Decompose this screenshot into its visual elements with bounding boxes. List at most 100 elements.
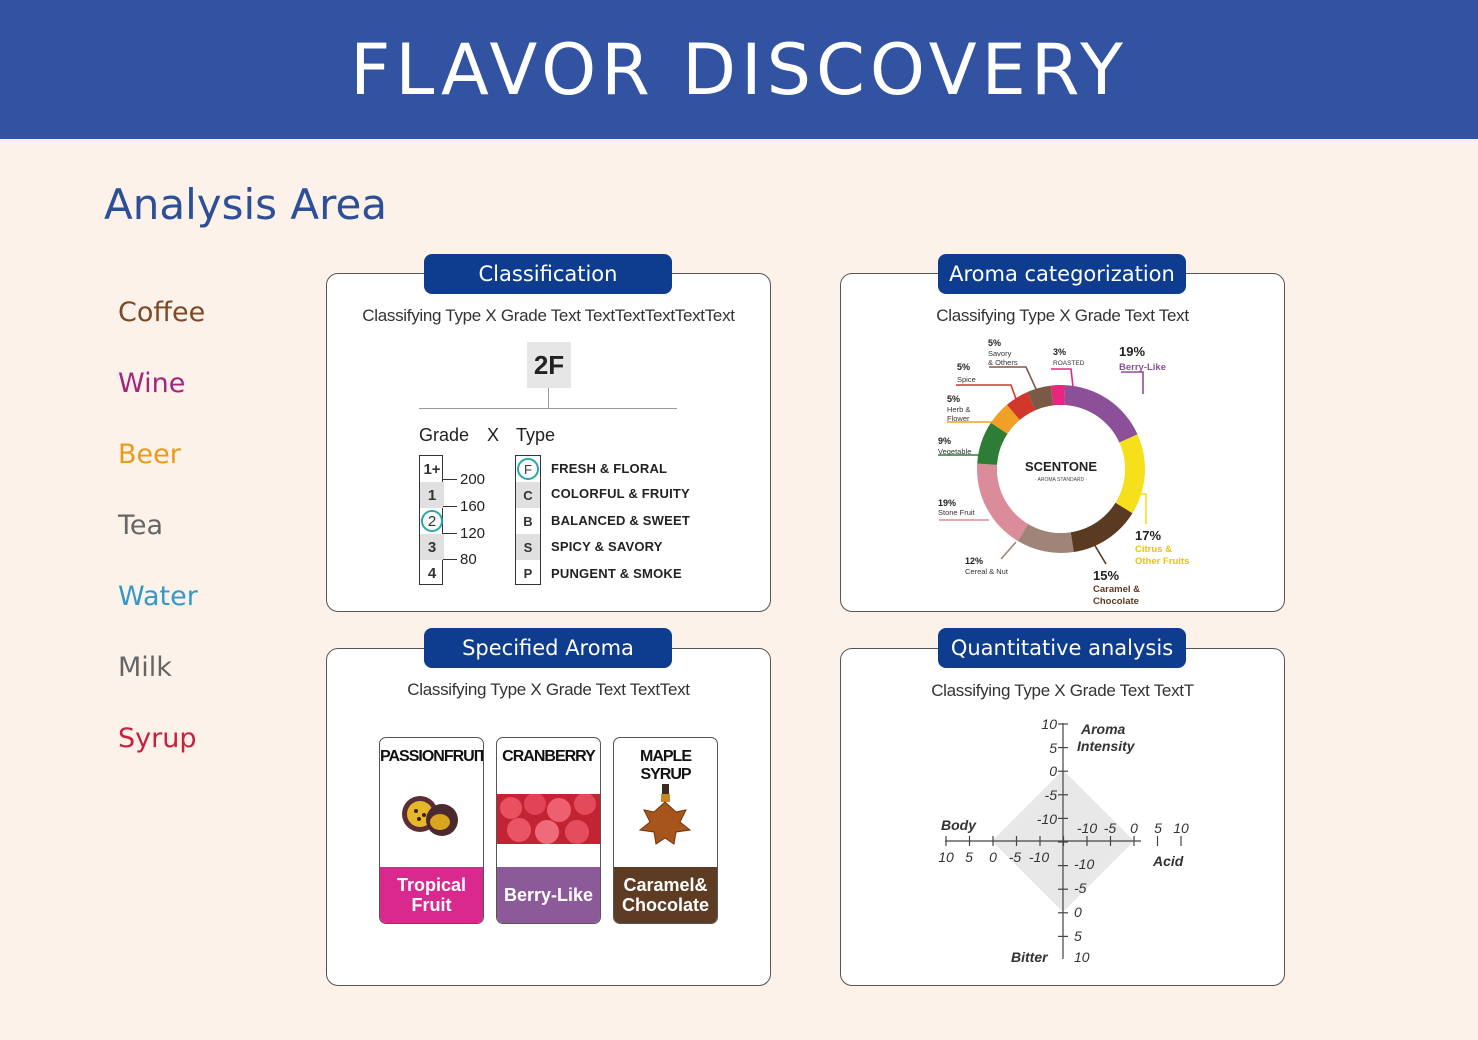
- label-berry-name: Berry-Like: [1119, 362, 1166, 373]
- card-name: PASSIONFRUIT: [380, 748, 484, 765]
- label-roasted-pct: 3%: [1053, 347, 1066, 357]
- left-tick-label: 10: [938, 849, 954, 865]
- category-item-coffee[interactable]: Coffee: [118, 297, 206, 328]
- donut-slice-stone-fruit: [977, 463, 1029, 542]
- tab-quantitative-analysis[interactable]: Quantitative analysis: [938, 628, 1186, 668]
- donut-slice-roasted: [1050, 385, 1066, 406]
- axis-label-aroma-line2: Intensity: [1077, 738, 1136, 754]
- category-item-milk[interactable]: Milk: [118, 652, 172, 683]
- aroma-subtitle: Classifying Type X Grade Text Text: [936, 306, 1189, 325]
- cranberry-image: [497, 794, 600, 844]
- type-label: PUNGENT & SMOKE: [551, 566, 682, 581]
- category-item-wine[interactable]: Wine: [118, 368, 186, 399]
- right-tick-label: -5: [1104, 820, 1117, 836]
- label-citrus-name1: Citrus &: [1135, 544, 1172, 555]
- type-selected-circle: F: [517, 458, 539, 480]
- left-tick-label: -10: [1029, 849, 1049, 865]
- grade-cell: 1+: [423, 460, 441, 478]
- classification-subtitle: Classifying Type X Grade Text TextTextTe…: [362, 306, 735, 325]
- passionfruit-image: [402, 796, 458, 836]
- type-label: FRESH & FLORAL: [551, 461, 668, 476]
- up-tick-label: 10: [1041, 716, 1057, 732]
- label-herb-name1: Herb &: [947, 405, 970, 414]
- card-category: Berry-Like: [497, 867, 600, 923]
- tab-specified-aroma[interactable]: Specified Aroma: [424, 628, 672, 668]
- grade-cell: 4: [427, 564, 437, 582]
- grade-ticks: [443, 455, 463, 585]
- donut-slice-cereal-nut: [1017, 523, 1074, 553]
- label-roasted-name: ROASTED: [1053, 360, 1085, 367]
- aroma-panel: Classifying Type X Grade Text Text SCENT…: [840, 273, 1285, 612]
- type-scale: F C B S P: [515, 455, 541, 585]
- type-label: COLORFUL & FRUITY: [551, 486, 690, 501]
- grade-cell-selected: 2: [420, 508, 444, 534]
- donut-slice-vegetable: [977, 422, 1008, 465]
- axis-label-aroma-line1: Aroma: [1080, 721, 1126, 737]
- donut-hole: [997, 405, 1125, 533]
- label-vegetable-pct: 9%: [938, 436, 951, 446]
- grade-tick-label: 160: [460, 498, 486, 515]
- quant-axis-chart: 10 5 0 -5 -10 -10 -5 0 5 10 10 5 0 -5 -1…: [938, 716, 1189, 965]
- aroma-card-maple-syrup[interactable]: MAPLE SYRUP Caramel& Chocolate: [613, 737, 718, 924]
- code-connector: [548, 388, 549, 409]
- type-cell: S: [516, 534, 540, 560]
- up-tick-label: 0: [1049, 763, 1057, 779]
- down-tick-label: 5: [1074, 928, 1082, 944]
- type-cell: B: [523, 513, 533, 529]
- header-banner: FLAVOR DISCOVERY: [0, 0, 1478, 139]
- label-savory-name1: Savory: [988, 349, 1012, 358]
- card-category: Tropical Fruit: [380, 867, 483, 923]
- grade-selected-circle: 2: [421, 510, 443, 532]
- brand-logo-subtext: · AROMA STANDARD ·: [1035, 477, 1088, 483]
- aroma-donut-chart: SCENTONE · AROMA STANDARD · 19% Berry-Li…: [938, 338, 1189, 607]
- down-tick-label: 0: [1074, 904, 1082, 920]
- label-herb-name2: Flower: [947, 414, 970, 423]
- grade-header: Grade: [419, 425, 470, 445]
- label-spice-pct: 5%: [957, 362, 970, 372]
- down-tick-label: -5: [1074, 880, 1087, 896]
- category-item-syrup[interactable]: Syrup: [118, 723, 197, 754]
- type-cell: P: [523, 565, 533, 581]
- classification-code: 2F: [527, 342, 571, 388]
- tab-aroma-categorization[interactable]: Aroma categorization: [938, 254, 1186, 294]
- type-label: SPICY & SAVORY: [551, 539, 663, 554]
- grade-tick-label: 200: [460, 471, 486, 488]
- axis-label-body: Body: [941, 817, 977, 833]
- card-name: MAPLE SYRUP: [640, 748, 692, 783]
- left-tick-label: -5: [1009, 849, 1022, 865]
- category-list: Coffee Wine Beer Tea Water Milk Syrup: [118, 295, 205, 792]
- type-cell: C: [516, 482, 540, 508]
- right-tick-label: 5: [1154, 820, 1162, 836]
- right-tick-label: -10: [1077, 820, 1097, 836]
- donut-slice-berry-like: [1064, 385, 1138, 443]
- down-tick-label: -10: [1074, 856, 1094, 872]
- label-cereal-pct: 12%: [965, 556, 983, 566]
- label-berry-pct: 19%: [1119, 344, 1145, 359]
- category-item-beer[interactable]: Beer: [118, 439, 181, 470]
- maple-syrup-image: [638, 784, 692, 845]
- up-tick-label: 5: [1049, 740, 1057, 756]
- donut-slice-savory-others: [1027, 385, 1054, 411]
- type-label: BALANCED & SWEET: [551, 513, 690, 528]
- type-header: Type: [516, 425, 556, 445]
- up-tick-label: -5: [1045, 787, 1058, 803]
- label-citrus-pct: 17%: [1135, 528, 1161, 543]
- label-savory-name2: & Others: [988, 358, 1018, 367]
- category-item-tea[interactable]: Tea: [118, 510, 164, 541]
- aroma-card-passionfruit[interactable]: PASSIONFRUIT Tropical Fruit: [379, 737, 484, 924]
- category-item-water[interactable]: Water: [118, 581, 198, 612]
- left-tick-label: 5: [965, 849, 973, 865]
- label-caramel-name1: Caramel &: [1093, 584, 1140, 595]
- right-tick-label: 0: [1130, 820, 1138, 836]
- donut-slice-herb-flower: [990, 404, 1020, 434]
- label-caramel-name2: Chocolate: [1093, 596, 1139, 607]
- label-cereal-name: Cereal & Nut: [965, 567, 1009, 576]
- card-category: Caramel& Chocolate: [614, 867, 717, 923]
- aroma-card-cranberry[interactable]: CRANBERRY Berry-Like: [496, 737, 601, 924]
- tab-classification[interactable]: Classification: [424, 254, 672, 294]
- grade-scale: 1+ 1 2 3 4: [419, 455, 444, 585]
- specified-aroma-panel: Classifying Type X Grade Text TextText P…: [326, 648, 771, 986]
- page-title: FLAVOR DISCOVERY: [350, 28, 1128, 111]
- specified-subtitle: Classifying Type X Grade Text TextText: [407, 680, 690, 699]
- label-vegetable-name: Vegetable: [938, 447, 971, 456]
